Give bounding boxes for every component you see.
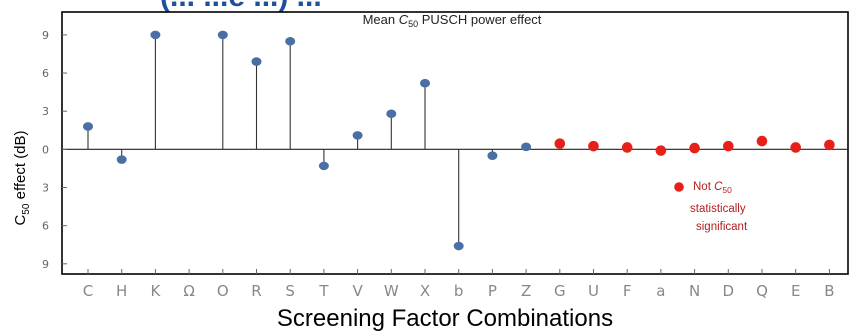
x-tick-label: E xyxy=(791,282,800,300)
data-point xyxy=(285,36,296,46)
annotation-marker xyxy=(674,182,684,192)
x-tick-label: K xyxy=(150,282,161,300)
x-tick-label: C xyxy=(83,282,93,300)
x-tick-label: H xyxy=(116,282,127,300)
x-tick-label: Z xyxy=(521,282,531,300)
data-point xyxy=(251,57,262,66)
data-point-not-significant xyxy=(689,142,700,154)
x-tick-label: Ω xyxy=(183,282,194,300)
stem-layer xyxy=(87,34,527,247)
x-tick-label: b xyxy=(454,282,464,300)
slide-header-cut: (... ...e ...) ... xyxy=(160,0,322,13)
data-point xyxy=(318,161,329,171)
x-tick-label: D xyxy=(723,282,735,300)
y-tick-label: 6 xyxy=(42,67,49,80)
data-point-not-significant xyxy=(554,138,566,149)
x-tick-label: U xyxy=(588,282,599,300)
data-point xyxy=(420,78,430,88)
x-tick-label: W xyxy=(384,282,399,300)
data-point xyxy=(116,155,127,164)
point-layer xyxy=(83,30,835,251)
annotation-line-3: significant xyxy=(696,221,748,233)
data-point-not-significant xyxy=(756,135,768,147)
x-tick-label: X xyxy=(420,282,430,300)
x-tick-label: B xyxy=(824,282,834,300)
y-tick-label: 3 xyxy=(42,182,49,195)
data-point xyxy=(521,142,532,152)
y-tick-label: 6 xyxy=(42,220,49,233)
data-point xyxy=(487,151,498,161)
annotation-line-2: statistically xyxy=(690,203,746,215)
data-point xyxy=(83,122,93,131)
data-point-not-significant xyxy=(588,140,599,152)
x-tick-label: N xyxy=(689,282,700,300)
x-tick-label: Q xyxy=(756,282,768,300)
x-tick-label: R xyxy=(251,282,261,300)
data-point-not-significant xyxy=(723,140,734,152)
x-tick-label: G xyxy=(554,282,566,300)
chart-title: Mean C50 PUSCH power effect xyxy=(363,12,542,29)
y-tick-label: 3 xyxy=(42,105,49,118)
y-tick-label: 0 xyxy=(42,143,49,156)
x-tick-label: a xyxy=(656,282,665,300)
data-point-not-significant xyxy=(790,142,801,153)
data-point xyxy=(386,109,397,119)
x-tick-label: O xyxy=(217,282,229,300)
not-significant-annotation: Not C50 statistically significant xyxy=(674,181,748,233)
data-point xyxy=(150,30,161,40)
annotation-line-1: Not C50 xyxy=(693,181,732,195)
data-point-not-significant xyxy=(655,145,667,156)
y-axis-label: C50 effect (dB) xyxy=(12,130,32,225)
data-point xyxy=(352,131,363,140)
y-tick-label: 9 xyxy=(42,29,49,42)
y-tick-label: 9 xyxy=(42,258,49,271)
x-tick-label: P xyxy=(488,282,497,300)
plot-frame xyxy=(61,11,849,275)
x-tick-label: V xyxy=(352,282,363,300)
x-tick-label: T xyxy=(318,282,329,300)
data-point-not-significant xyxy=(621,142,633,153)
x-tick-label: S xyxy=(285,282,295,300)
x-tick-label: F xyxy=(623,282,632,300)
data-point xyxy=(217,30,228,40)
data-point-not-significant xyxy=(824,139,835,151)
data-point xyxy=(453,241,464,251)
x-axis-label: Screening Factor Combinations xyxy=(277,305,613,332)
